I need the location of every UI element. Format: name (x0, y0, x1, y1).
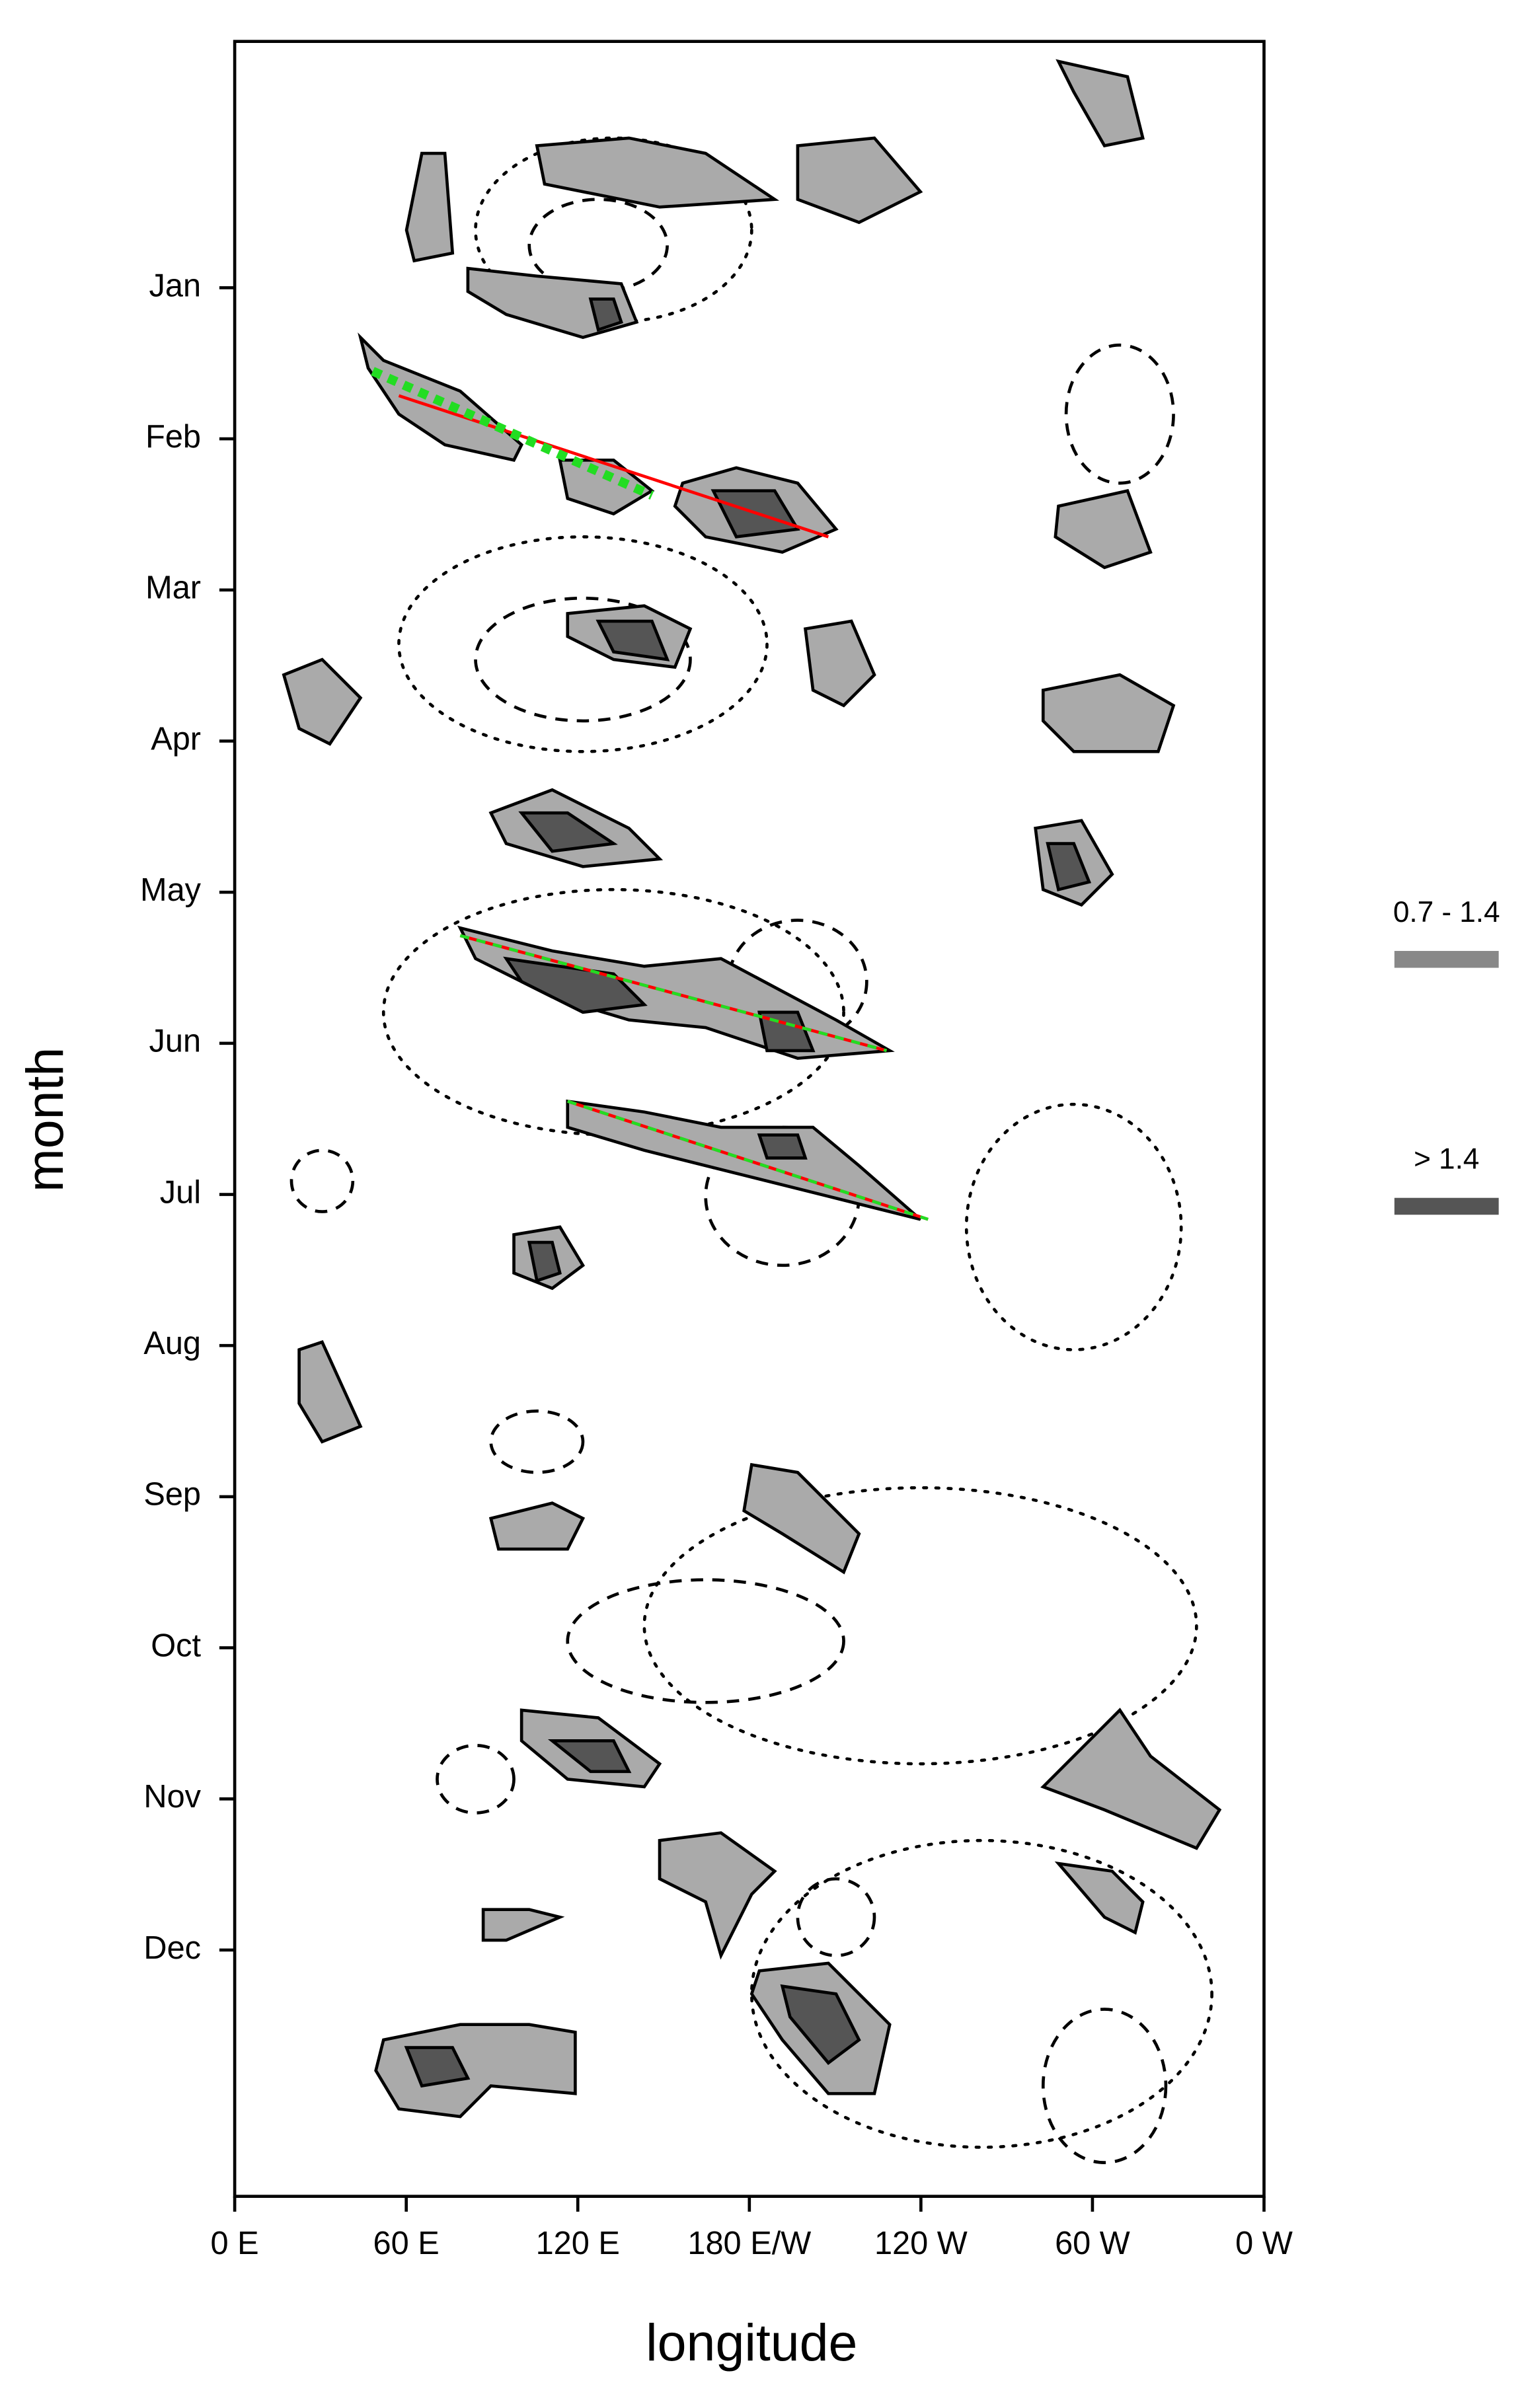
y-tick-label: Oct (151, 1628, 201, 1663)
shaded-region (488, 1501, 586, 1551)
shaded-region (658, 1831, 777, 1960)
shaded-region (803, 619, 876, 708)
shaded-region (527, 1240, 562, 1283)
y-axis-label: month (16, 1047, 74, 1192)
legend-label: 0.7 - 1.4 (1393, 896, 1500, 928)
y-tick-label: Feb (145, 419, 201, 455)
contour (289, 1148, 355, 1213)
shaded-region (595, 619, 670, 661)
shaded-regions (282, 59, 1222, 2119)
y-tick-label: Dec (143, 1930, 201, 1966)
contour (474, 596, 692, 723)
shaded-region (757, 1133, 808, 1160)
shaded-region (1054, 1861, 1145, 1935)
x-tick-label: 180 E/W (687, 2226, 811, 2261)
legend-swatch (1394, 1197, 1499, 1215)
shaded-region (481, 1908, 565, 1942)
shaded-region (518, 811, 618, 853)
y-tick-label: Nov (143, 1779, 201, 1815)
trend-line (398, 394, 829, 539)
contour (1041, 2008, 1168, 2164)
y-tick-label: Mar (145, 570, 201, 606)
trend-line (371, 367, 654, 500)
shaded-region (297, 1340, 363, 1444)
contour (1064, 343, 1175, 485)
y-tick-label: Jun (149, 1024, 201, 1059)
shaded-region (1054, 489, 1153, 570)
contour (474, 136, 753, 324)
y-tick-label: May (140, 872, 202, 908)
x-tick-label: 60 E (373, 2226, 440, 2261)
legend-swatch (1394, 951, 1499, 968)
shaded-region (558, 458, 655, 516)
x-tick-label: 120 E (536, 2226, 620, 2261)
shaded-region (1041, 673, 1176, 753)
contour (566, 1578, 845, 1704)
contour (436, 1743, 516, 1815)
shaded-region (1040, 1708, 1222, 1850)
contour (489, 1410, 585, 1474)
x-tick-label: 0 W (1235, 2226, 1293, 2261)
y-tick-label: Jul (160, 1174, 201, 1210)
shaded-region (780, 1984, 861, 2065)
x-tick-label: 60 W (1055, 2226, 1130, 2261)
shaded-region (404, 151, 455, 263)
legend-label: > 1.4 (1414, 1143, 1479, 1176)
y-tick-label: Aug (143, 1326, 201, 1361)
trend-lines (371, 367, 929, 1221)
contour (964, 1102, 1183, 1351)
shaded-region (374, 2023, 577, 2119)
contour (796, 1877, 876, 1957)
contour (749, 1838, 1213, 2149)
shaded-region (1046, 842, 1092, 892)
x-axis-label: longitude (646, 2314, 857, 2372)
x-tick-label: 120 W (874, 2226, 968, 2261)
contour (397, 535, 769, 753)
trend-line (567, 1100, 929, 1221)
shaded-region (282, 658, 363, 746)
y-tick-label: Sep (143, 1477, 201, 1513)
shaded-region (1055, 59, 1145, 148)
shaded-region (547, 1739, 632, 1774)
shaded-region (588, 297, 623, 332)
shaded-region (404, 2046, 471, 2088)
contour (642, 1486, 1198, 1766)
shaded-region (796, 136, 923, 225)
y-tick-label: Jan (149, 268, 201, 303)
y-tick-label: Apr (151, 721, 201, 757)
x-tick-label: 0 E (211, 2226, 259, 2261)
trend-line (459, 934, 888, 1053)
shaded-region (757, 1010, 816, 1053)
shaded-region (535, 136, 780, 209)
shaded-region (742, 1462, 861, 1575)
